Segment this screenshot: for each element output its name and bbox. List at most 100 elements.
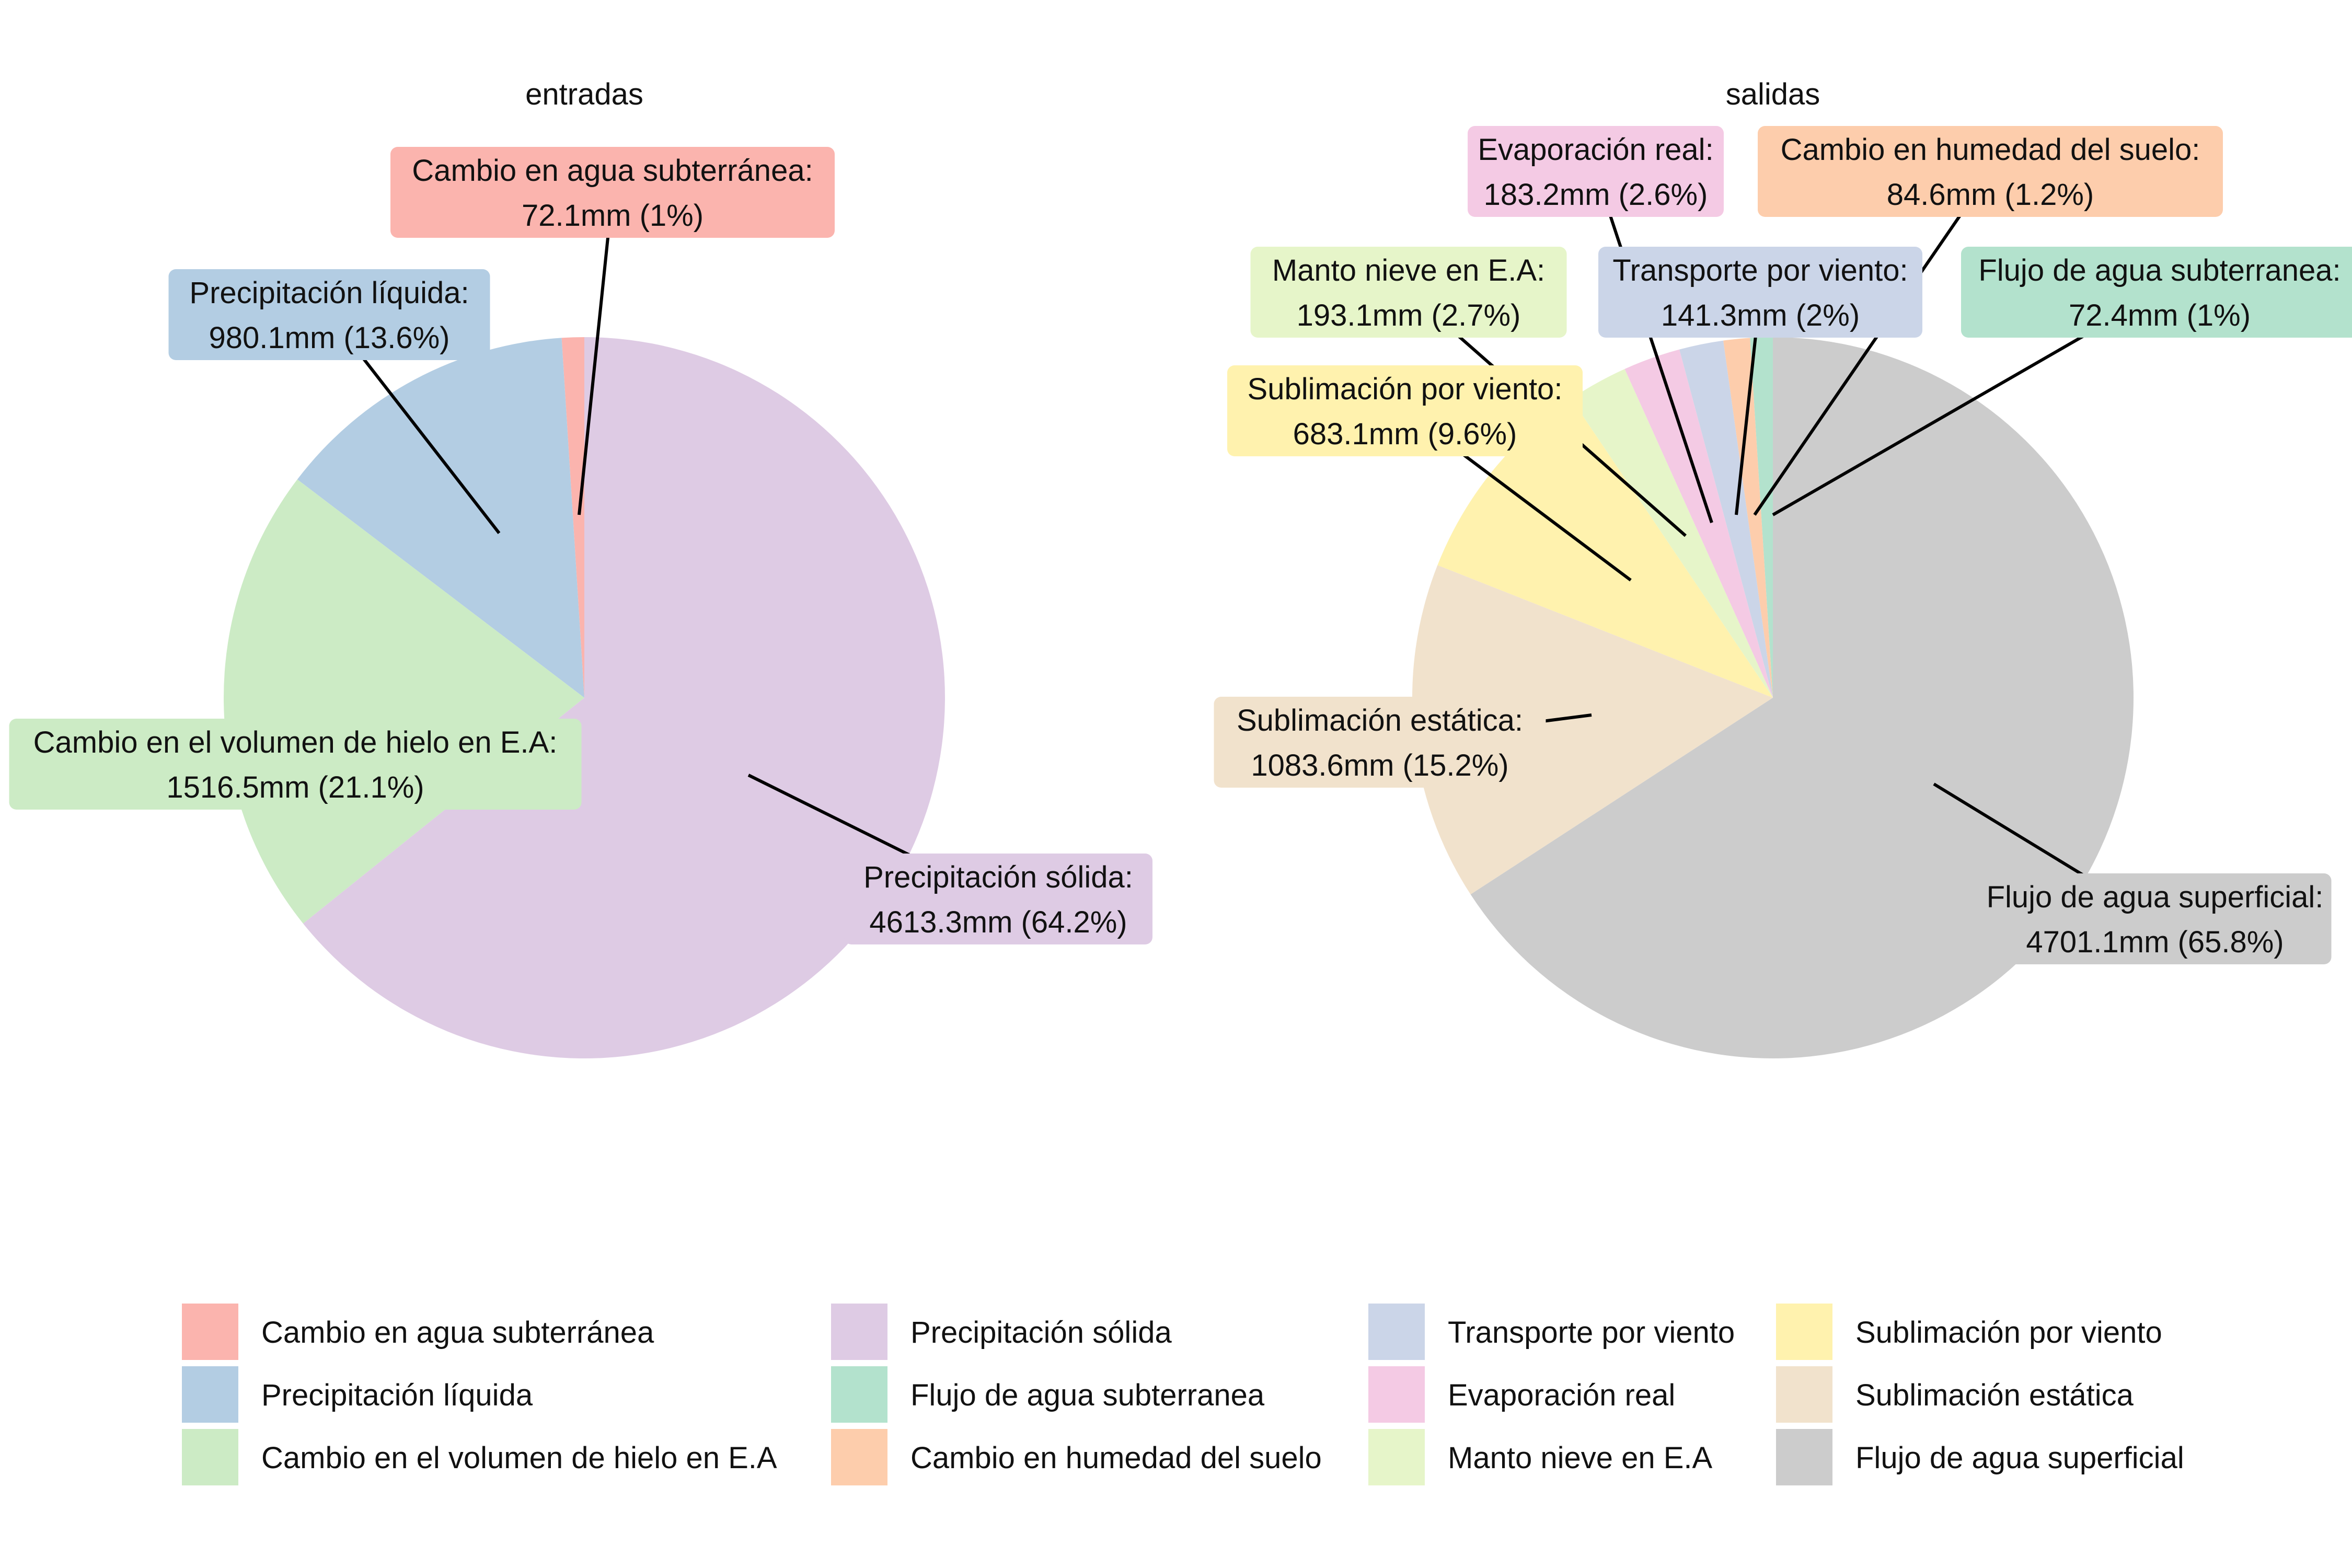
pie-slice-flujo-de-agua-superficial: [1470, 337, 2134, 1058]
pie-salidas: salidas Flujo de agua subterranea: 72.4mm…: [1214, 77, 2352, 1058]
legend-swatch: [831, 1366, 887, 1423]
slice-label-evaporacion-real: Evaporación real: 183.2mm (2.6%): [1468, 126, 1724, 217]
pie-slice-precipitacion-solida: [303, 337, 945, 1058]
pie-entradas: entradas Cambio en agua subterránea: 72.1…: [9, 77, 1152, 1058]
slice-label-value: 72.4mm (1%): [2069, 298, 2251, 332]
legend-swatch: [831, 1429, 887, 1485]
slice-label-flujo-de-agua-subterranea: Flujo de agua subterranea: 72.4mm (1%): [1961, 247, 2352, 338]
slice-label-name: Transporte por viento:: [1612, 253, 1908, 287]
legend-swatch: [182, 1304, 238, 1360]
slice-label-value: 193.1mm (2.7%): [1297, 298, 1521, 332]
slice-label-precipitacion-liquida: Precipitación líquida: 980.1mm (13.6%): [168, 269, 490, 360]
legend-item-cambio-en-humedad-del-suelo: Cambio en humedad del suelo: [831, 1429, 1322, 1485]
slice-label-name: Cambio en agua subterránea:: [412, 154, 813, 188]
legend-label: Evaporación real: [1448, 1378, 1675, 1412]
legend-item-precipitacion-liquida: Precipitación líquida: [182, 1366, 533, 1423]
slice-label-name: Precipitación sólida:: [863, 860, 1133, 894]
slice-label-cambio-en-agua-subterranea: Cambio en agua subterránea: 72.1mm (1%): [390, 147, 835, 238]
slice-label-name: Manto nieve en E.A:: [1272, 253, 1545, 287]
legend-item-precipitacion-solida: Precipitación sólida: [831, 1304, 1172, 1360]
legend-swatch: [1776, 1304, 1832, 1360]
pie-slice-cambio-en-humedad-del-suelo: [1723, 338, 1773, 698]
pie-slice-sublimacion-por-viento: [1437, 398, 1773, 698]
slice-label-manto-nieve-en-e-a: Manto nieve en E.A: 193.1mm (2.7%): [1250, 247, 1567, 338]
legend-item-sublimacion-estatica: Sublimación estática: [1776, 1366, 2134, 1423]
slice-label-flujo-de-agua-superficial: Flujo de agua superficial: 4701.1mm (65.8…: [1978, 873, 2332, 964]
legend-swatch: [1368, 1429, 1425, 1485]
slice-label-cambio-en-el-volumen-de-hielo-en-e-a: Cambio en el volumen de hielo en E.A: 151…: [9, 719, 582, 810]
legend-swatch: [831, 1304, 887, 1360]
legend-swatch: [1776, 1429, 1832, 1485]
slice-label-box: [168, 269, 490, 360]
slice-label-box: [9, 719, 582, 810]
slice-label-value: 1516.5mm (21.1%): [166, 770, 424, 804]
legend-swatch: [182, 1429, 238, 1485]
slice-label-value: 1083.6mm (15.2%): [1251, 748, 1508, 782]
legend-item-cambio-en-el-volumen-de-hielo-en-e-a: Cambio en el volumen de hielo en E.A: [182, 1429, 777, 1485]
pie-slice-precipitacion-liquida: [297, 338, 584, 698]
pie-slice-sublimacion-estatica: [1412, 565, 1773, 895]
slice-label-value: 683.1mm (9.6%): [1293, 417, 1517, 451]
slice-label-box: [1227, 365, 1583, 456]
legend-label: Cambio en agua subterránea: [261, 1316, 654, 1350]
slice-label-box: [1598, 247, 1922, 338]
slice-label-value: 141.3mm (2%): [1661, 298, 1860, 332]
leader-line-cambio-en-humedad-del-suelo: [1753, 170, 1992, 516]
pie-slice-transporte-por-viento: [1679, 340, 1773, 698]
legend-item-cambio-en-agua-subterranea: Cambio en agua subterránea: [182, 1304, 654, 1360]
legend-swatch: [1368, 1304, 1425, 1360]
slice-label-box: [1961, 247, 2352, 338]
slice-label-name: Flujo de agua superficial:: [1987, 880, 2324, 914]
slice-label-sublimacion-por-viento: Sublimación por viento: 683.1mm (9.6%): [1227, 365, 1583, 456]
slice-label-value: 183.2mm (2.6%): [1484, 178, 1708, 212]
legend-label: Manto nieve en E.A: [1448, 1441, 1713, 1475]
slice-label-value: 72.1mm (1%): [522, 199, 704, 233]
legend-label: Cambio en el volumen de hielo en E.A: [261, 1441, 777, 1475]
slice-label-box: [1978, 873, 2332, 964]
slice-label-box: [1214, 697, 1546, 788]
leader-line-cambio-en-agua-subterranea: [578, 192, 614, 515]
chart-title-entradas: entradas: [525, 77, 643, 111]
slice-label-name: Flujo de agua subterranea:: [1978, 253, 2341, 287]
slice-label-box: [390, 147, 835, 238]
pie-slice-cambio-en-el-volumen-de-hielo-en-e-a: [224, 479, 584, 924]
pie-slice-evaporacion-real: [1624, 349, 1773, 698]
legend-item-transporte-por-viento: Transporte por viento: [1368, 1304, 1735, 1360]
pie-slice-manto-nieve-en-e-a: [1571, 368, 1773, 698]
slice-label-name: Cambio en humedad del suelo:: [1781, 133, 2200, 167]
slice-label-name: Evaporación real:: [1478, 133, 1713, 167]
slice-label-sublimacion-estatica: Sublimación estática: 1083.6mm (15.2%): [1214, 697, 1546, 788]
slice-label-box: [844, 854, 1152, 944]
slice-label-value: 980.1mm (13.6%): [209, 321, 450, 355]
legend-label: Flujo de agua subterranea: [910, 1378, 1265, 1412]
slice-label-transporte-por-viento: Transporte por viento: 141.3mm (2%): [1598, 247, 1922, 338]
slice-label-name: Precipitación líquida:: [189, 276, 469, 310]
chart-title-salidas: salidas: [1726, 77, 1820, 111]
slice-label-value: 4613.3mm (64.2%): [869, 905, 1127, 939]
legend-label: Sublimación estática: [1855, 1378, 2134, 1412]
legend-item-sublimacion-por-viento: Sublimación por viento: [1776, 1304, 2162, 1360]
slice-label-precipitacion-solida: Precipitación sólida: 4613.3mm (64.2%): [844, 854, 1152, 944]
legend-item-evaporacion-real: Evaporación real: [1368, 1366, 1675, 1423]
legend-label: Transporte por viento: [1448, 1316, 1735, 1350]
legend-item-flujo-de-agua-subterranea: Flujo de agua subterranea: [831, 1366, 1265, 1423]
legend-item-flujo-de-agua-superficial: Flujo de agua superficial: [1776, 1429, 2184, 1485]
legend-label: Flujo de agua superficial: [1855, 1441, 2184, 1475]
legend-swatch: [182, 1366, 238, 1423]
pie-slice-flujo-de-agua-subterranea: [1750, 337, 1773, 698]
legend-label: Sublimación por viento: [1855, 1316, 2162, 1350]
slice-label-name: Sublimación estática:: [1237, 704, 1523, 737]
legend-label: Cambio en humedad del suelo: [910, 1441, 1322, 1475]
slice-label-name: Sublimación por viento:: [1248, 372, 1563, 406]
legend-swatch: [1776, 1366, 1832, 1423]
slice-label-value: 4701.1mm (65.8%): [2026, 925, 2284, 959]
slice-label-box: [1758, 126, 2223, 217]
legend: Cambio en agua subterránea Precipitación …: [182, 1304, 2184, 1485]
legend-label: Precipitación sólida: [910, 1316, 1172, 1350]
slice-label-box: [1468, 126, 1724, 217]
slice-label-cambio-en-humedad-del-suelo: Cambio en humedad del suelo: 84.6mm (1.2%…: [1758, 126, 2223, 217]
pie-slice-cambio-en-agua-subterranea: [561, 337, 584, 698]
leader-line-evaporacion-real: [1594, 171, 1713, 523]
legend-label: Precipitación líquida: [261, 1378, 533, 1412]
